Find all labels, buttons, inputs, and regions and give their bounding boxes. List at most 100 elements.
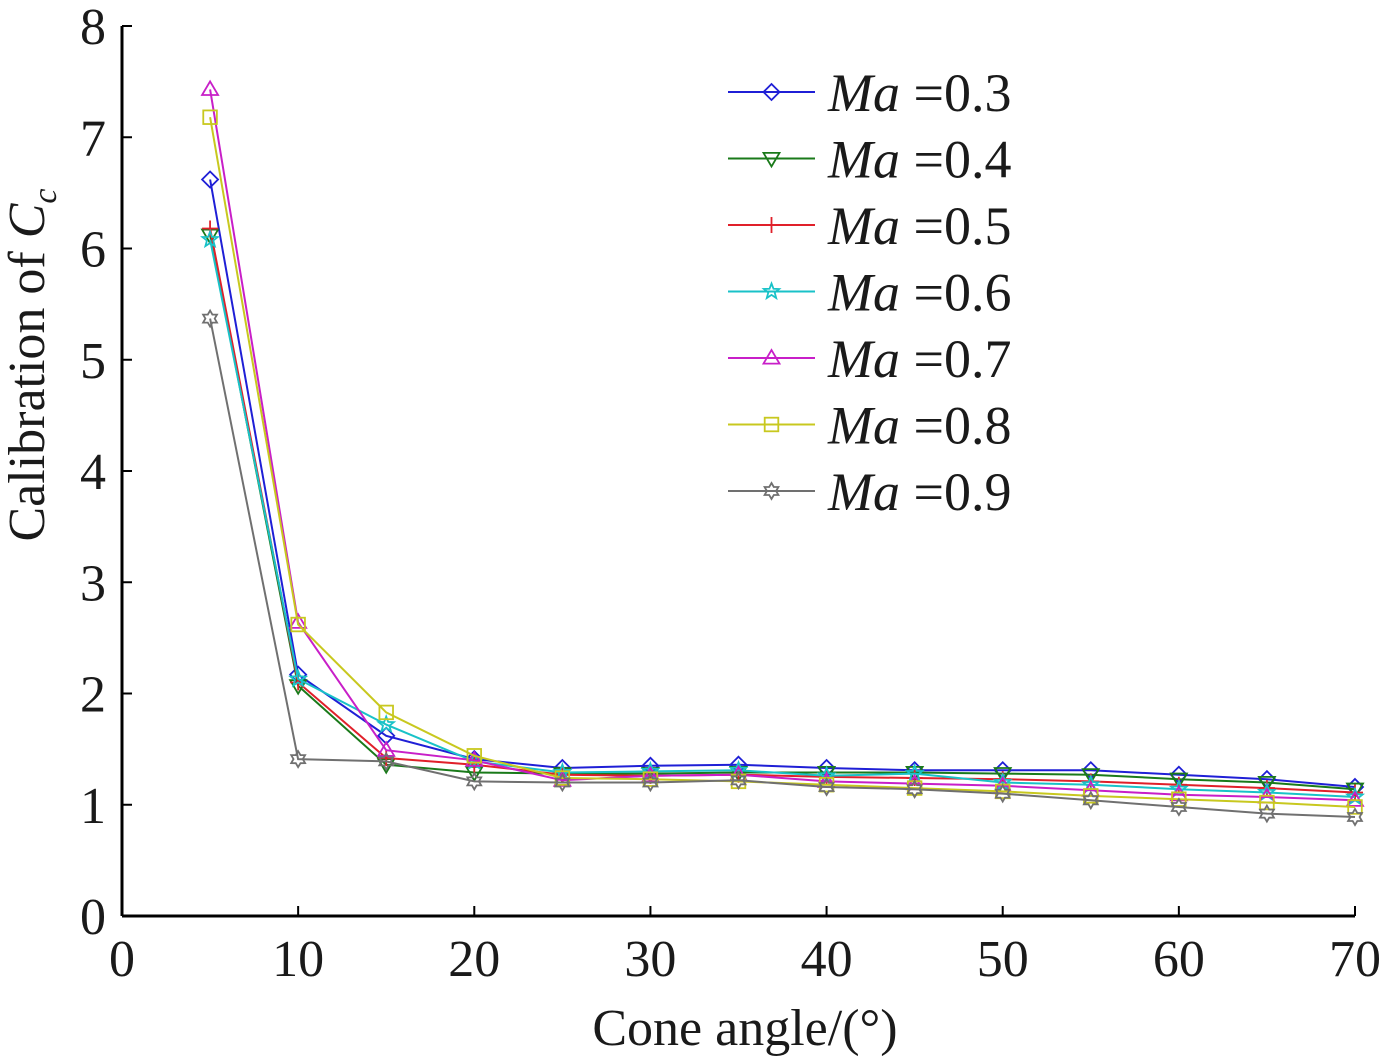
x-tick-label: 60 — [1153, 931, 1205, 988]
series-5 — [200, 79, 1365, 807]
y-axis-title-subscript: c — [27, 188, 64, 203]
series-3 — [202, 220, 1363, 801]
legend-label-symbol: Ma — [827, 63, 900, 123]
data-point — [466, 748, 482, 764]
legend-label-value: =0.3 — [900, 63, 1011, 123]
legend-label-value: =0.4 — [900, 130, 1011, 190]
series-line — [209, 117, 1356, 808]
legend-label: Ma =0.8 — [827, 396, 1011, 456]
series-line — [209, 239, 1356, 798]
data-point — [1080, 774, 1101, 794]
data-point — [202, 109, 218, 125]
legend-label: Ma =0.6 — [827, 263, 1011, 323]
x-tick-label: 50 — [977, 931, 1029, 988]
data-point — [290, 616, 306, 633]
series-line — [209, 318, 1356, 818]
legend-swatch-marker — [763, 416, 780, 433]
data-point — [1347, 799, 1363, 815]
legend-label: Ma =0.4 — [827, 130, 1011, 190]
data-point — [200, 170, 220, 189]
data-point — [378, 704, 394, 721]
legend-item-1: Ma =0.3 — [728, 63, 1011, 123]
y-tick-label: 0 — [80, 889, 106, 946]
legend-label-symbol: Ma — [827, 263, 900, 323]
legend-label-value: =0.9 — [900, 462, 1011, 522]
legend-label-value: =0.8 — [900, 396, 1011, 456]
data-point — [1345, 790, 1365, 807]
series-7 — [201, 308, 1364, 827]
legend-label: Ma =0.7 — [827, 329, 1011, 389]
data-point — [201, 308, 219, 329]
legend-label-value: =0.6 — [900, 263, 1011, 323]
legend-label: Ma =0.3 — [827, 63, 1011, 123]
series-line — [209, 179, 1356, 788]
legend-label-symbol: Ma — [827, 396, 900, 456]
data-point — [818, 777, 836, 797]
legend-item-3: Ma =0.5 — [728, 196, 1011, 256]
legend-label-symbol: Ma — [827, 329, 900, 389]
y-axis-title-prefix: Calibration of — [0, 238, 56, 541]
y-tick-label: 7 — [80, 110, 106, 167]
series-line — [209, 89, 1356, 802]
data-point — [376, 740, 396, 757]
x-tick-label: 30 — [624, 931, 676, 988]
data-point — [464, 750, 484, 767]
data-point — [553, 772, 571, 793]
legend-item-4: Ma =0.6 — [728, 263, 1011, 323]
data-point — [1259, 794, 1275, 811]
axes-group: 0 10 20 30 40 50 60 70 0 1 2 3 4 5 6 7 8 — [80, 0, 1381, 988]
data-point — [1171, 791, 1187, 807]
y-tick-label: 5 — [80, 333, 106, 390]
x-tick-label: 0 — [109, 931, 135, 988]
data-point — [465, 771, 483, 792]
data-point — [1258, 803, 1276, 824]
legend-swatch-marker — [761, 280, 782, 301]
y-tick-label: 4 — [80, 444, 106, 501]
legend-swatch-marker — [762, 82, 781, 102]
data-point — [730, 770, 747, 791]
legend-label: Ma =0.5 — [827, 196, 1011, 256]
data-point — [640, 766, 661, 783]
data-point — [1170, 797, 1188, 817]
legend-item-2: Ma =0.4 — [728, 130, 1011, 190]
legend-item-7: Ma =0.9 — [728, 462, 1011, 522]
data-point — [1346, 807, 1364, 827]
y-axis-title-symbol: C — [0, 202, 56, 238]
data-point — [641, 772, 659, 793]
data-point — [288, 668, 309, 688]
legend-label-symbol: Ma — [827, 130, 900, 190]
legend-label-value: =0.5 — [900, 196, 1011, 256]
data-point — [377, 751, 395, 772]
data-point — [376, 714, 397, 734]
data-point — [200, 228, 221, 249]
data-point — [1169, 772, 1189, 789]
legend: Ma =0.3Ma =0.4Ma =0.5Ma =0.6Ma =0.7Ma =0… — [728, 63, 1011, 522]
data-point — [1345, 782, 1365, 799]
legend-item-5: Ma =0.7 — [728, 329, 1011, 389]
x-axis-title: Cone angle/(°) — [592, 1000, 897, 1057]
legend-swatch-marker — [761, 348, 782, 365]
y-tick-label: 6 — [80, 222, 106, 279]
data-point — [200, 79, 220, 96]
data-point — [1081, 768, 1101, 785]
legend-label-symbol: Ma — [827, 462, 900, 522]
data-point — [993, 767, 1013, 784]
series-group — [200, 79, 1366, 827]
series-4 — [200, 228, 1366, 806]
legend-swatch-marker — [763, 217, 780, 233]
series-2 — [200, 228, 1365, 799]
legend-swatch-marker — [763, 481, 780, 501]
data-point — [1082, 790, 1100, 811]
data-point — [1257, 776, 1277, 793]
x-tick-label: 10 — [272, 931, 324, 988]
legend-item-6: Ma =0.8 — [728, 396, 1011, 456]
series-6 — [202, 109, 1363, 815]
legend-swatch-marker — [761, 151, 782, 169]
legend-label: Ma =0.9 — [827, 462, 1011, 522]
y-tick-label: 1 — [80, 778, 106, 835]
x-tick-label: 70 — [1329, 931, 1381, 988]
x-tick-label: 20 — [448, 931, 500, 988]
data-point — [994, 783, 1012, 804]
data-point — [906, 779, 924, 799]
